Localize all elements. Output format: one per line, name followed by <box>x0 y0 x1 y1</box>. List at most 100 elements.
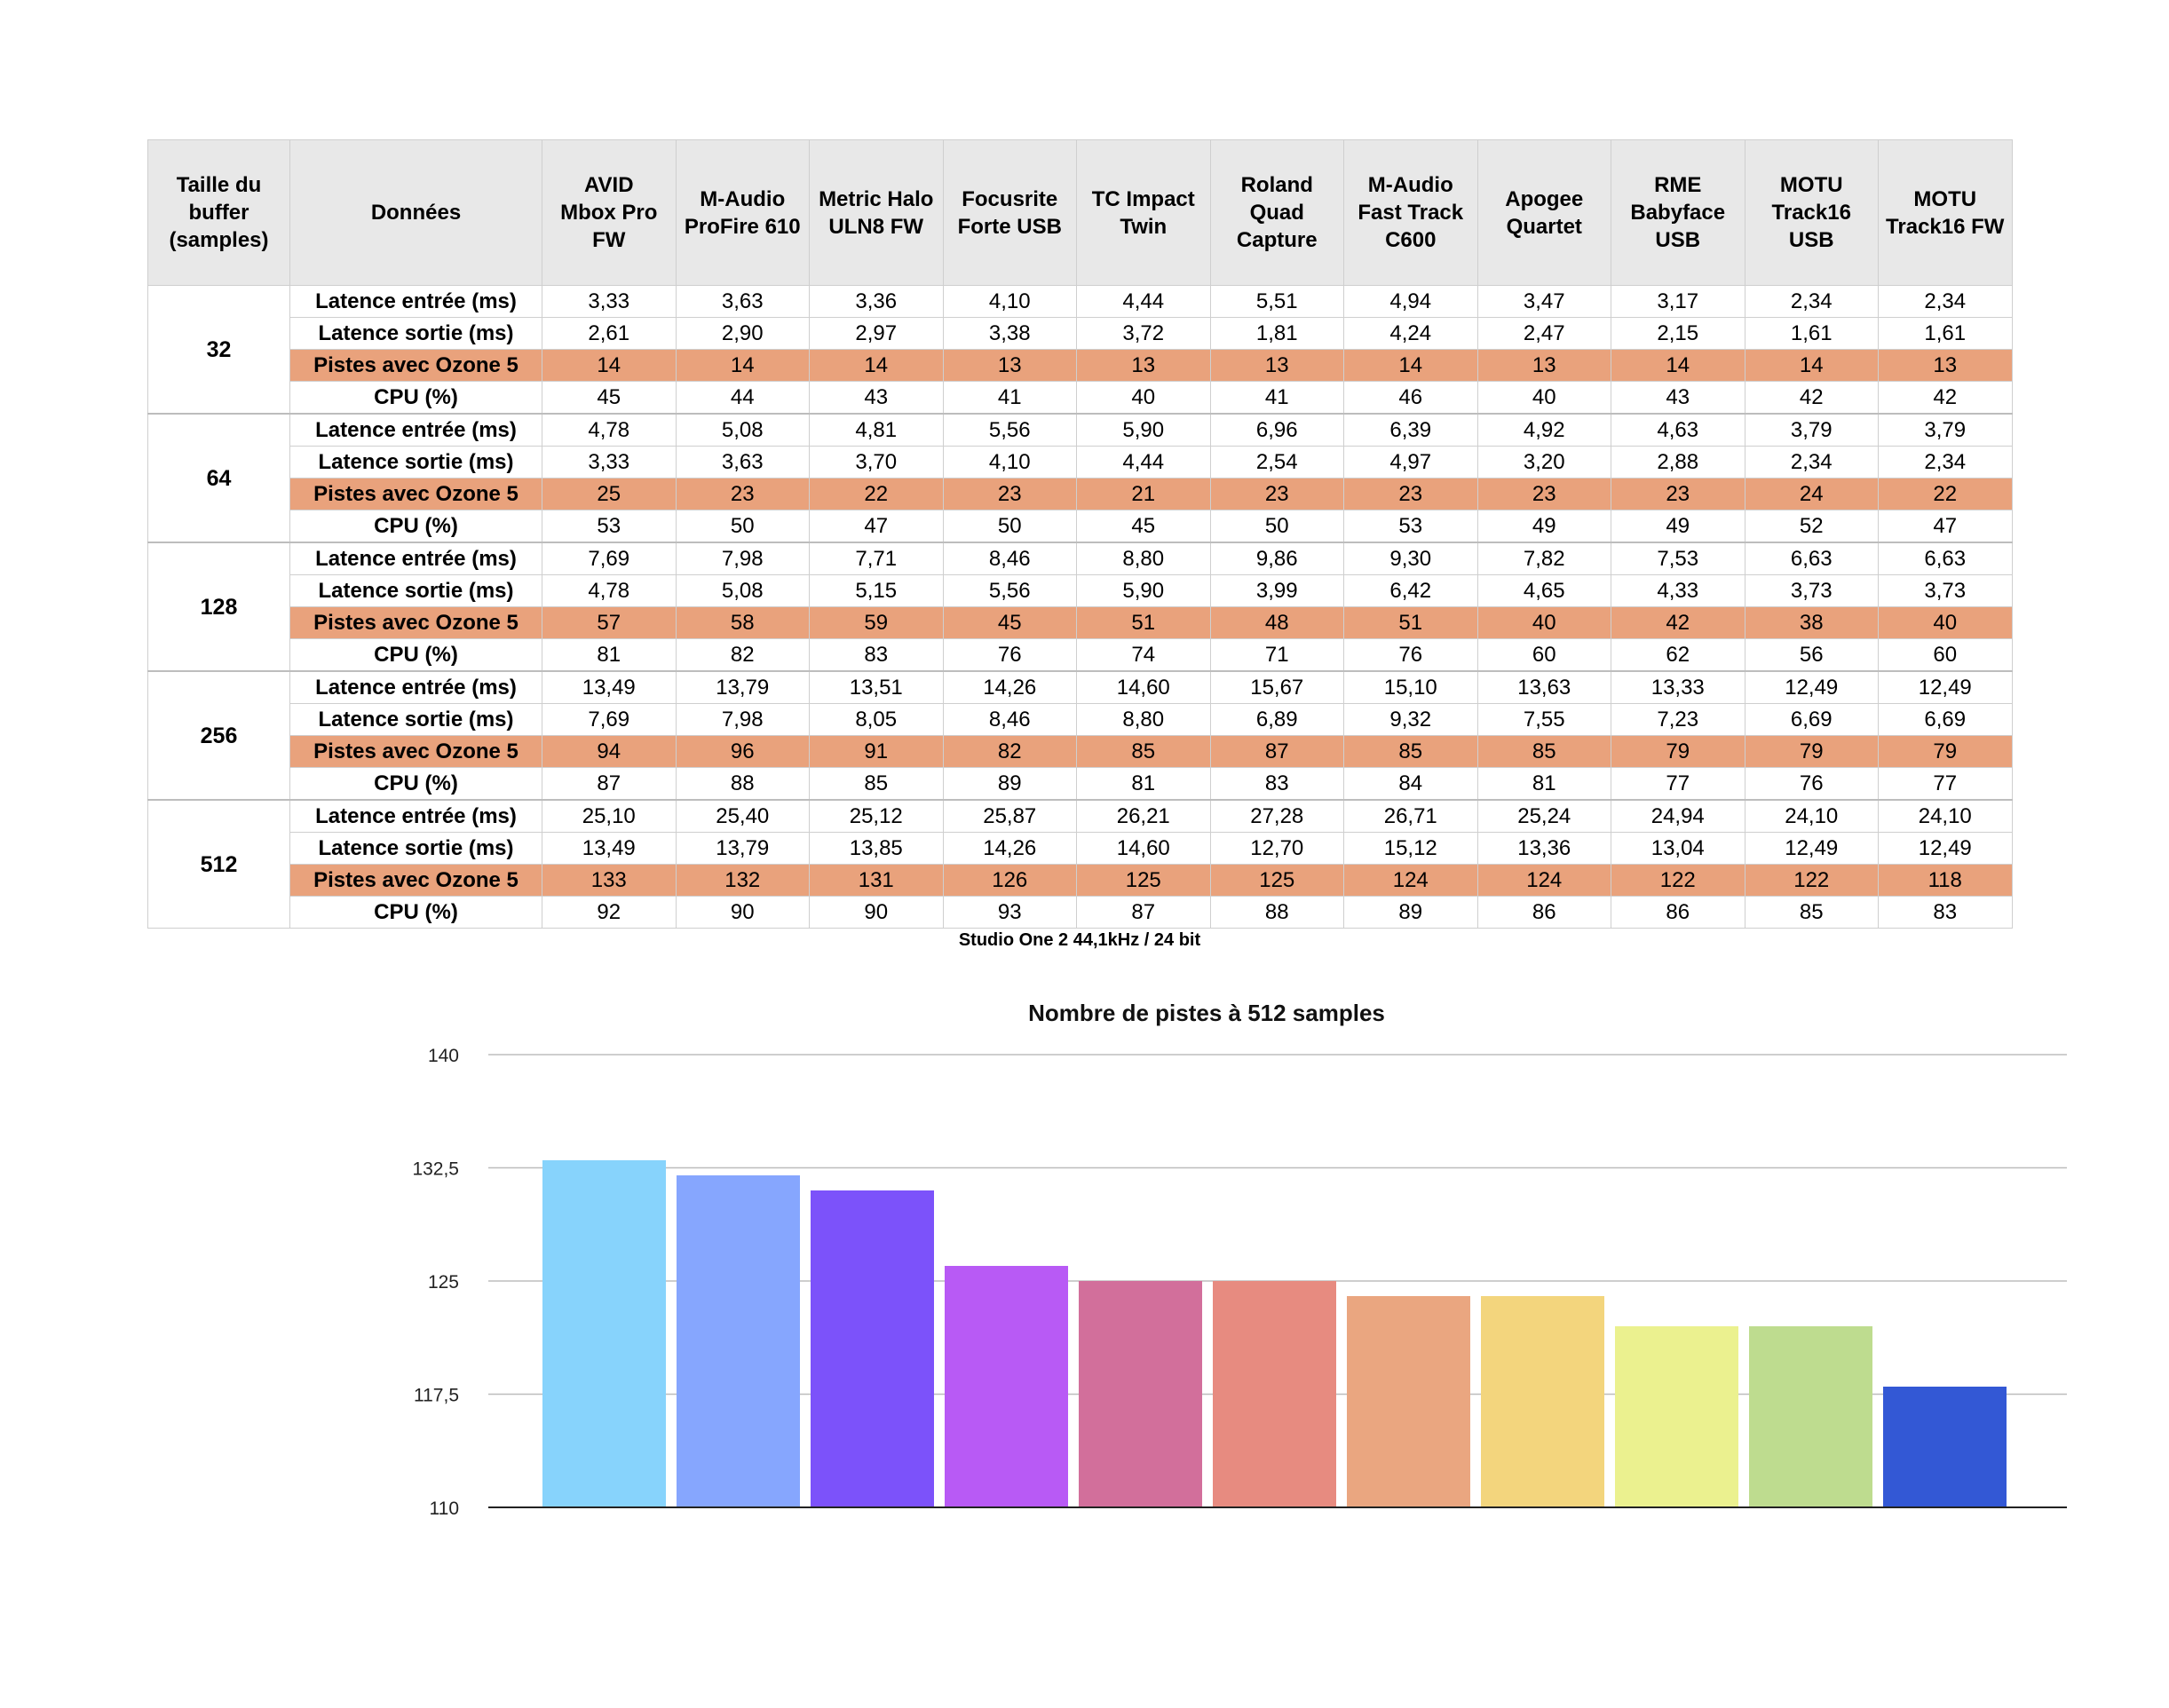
value-cell: 131 <box>809 864 944 897</box>
value-cell: 3,47 <box>1476 285 1611 318</box>
value-cell: 3,63 <box>675 285 810 318</box>
value-cell: 51 <box>1343 606 1478 639</box>
value-cell: 4,94 <box>1343 285 1478 318</box>
metric-label: Latence sortie (ms) <box>289 446 542 478</box>
value-cell: 76 <box>942 638 1077 672</box>
value-cell: 60 <box>1878 638 2013 672</box>
metric-label: Pistes avec Ozone 5 <box>289 864 542 897</box>
value-cell: 40 <box>1476 606 1611 639</box>
value-cell: 76 <box>1343 638 1478 672</box>
value-cell: 57 <box>542 606 677 639</box>
value-cell: 9,86 <box>1209 542 1344 575</box>
value-cell: 41 <box>942 381 1077 415</box>
y-tick-label: 110 <box>430 1498 459 1519</box>
table-row: Pistes avec Ozone 5 133 132 131 126 125 125 124… <box>148 864 2013 897</box>
value-cell: 85 <box>809 767 944 801</box>
value-cell: 43 <box>1611 381 1745 415</box>
value-cell: 40 <box>1076 381 1211 415</box>
value-cell: 7,69 <box>542 542 677 575</box>
metric-label: Latence sortie (ms) <box>289 703 542 736</box>
value-cell: 5,90 <box>1076 574 1211 607</box>
buffer-size-header: Taille du buffer (samples) <box>147 139 290 286</box>
value-cell: 6,69 <box>1878 703 2013 736</box>
value-cell: 24,10 <box>1744 799 1879 833</box>
value-cell: 53 <box>542 510 677 543</box>
value-cell: 15,67 <box>1209 670 1344 704</box>
device-header: Apogee Quartet <box>1476 139 1611 286</box>
metric-label: Latence entrée (ms) <box>289 670 542 704</box>
value-cell: 2,97 <box>809 317 944 350</box>
device-header: M-Audio ProFire 610 <box>675 139 810 286</box>
value-cell: 74 <box>1076 638 1211 672</box>
value-cell: 1,61 <box>1744 317 1879 350</box>
device-header: TC Impact Twin <box>1076 139 1211 286</box>
value-cell: 3,99 <box>1209 574 1344 607</box>
value-cell: 6,42 <box>1343 574 1478 607</box>
value-cell: 126 <box>942 864 1077 897</box>
chart-title: Nombre de pistes à 512 samples <box>1028 1000 1385 1026</box>
value-cell: 45 <box>542 381 677 415</box>
table-row: Pistes avec Ozone 5 25 23 22 23 21 23 23 23 23 24 2… <box>148 478 2013 510</box>
value-cell: 3,73 <box>1744 574 1879 607</box>
value-cell: 3,33 <box>542 285 677 318</box>
value-cell: 2,34 <box>1878 446 2013 478</box>
value-cell: 7,23 <box>1611 703 1745 736</box>
value-cell: 41 <box>1209 381 1344 415</box>
value-cell: 3,79 <box>1744 413 1879 447</box>
value-cell: 12,49 <box>1878 670 2013 704</box>
value-cell: 118 <box>1878 864 2013 897</box>
value-cell: 25,87 <box>942 799 1077 833</box>
value-cell: 13,63 <box>1476 670 1611 704</box>
value-cell: 122 <box>1611 864 1745 897</box>
value-cell: 90 <box>809 896 944 929</box>
table-row: 128 Latence entrée (ms) 7,69 7,98 7,71 8,46 8,… <box>147 542 2013 672</box>
value-cell: 79 <box>1744 735 1879 768</box>
value-cell: 24,94 <box>1611 799 1745 833</box>
value-cell: 6,39 <box>1343 413 1478 447</box>
y-tick-label: 140 <box>428 1046 459 1066</box>
value-cell: 2,54 <box>1209 446 1344 478</box>
value-cell: 82 <box>675 638 810 672</box>
value-cell: 14 <box>1343 349 1478 382</box>
value-cell: 47 <box>809 510 944 543</box>
value-cell: 6,89 <box>1209 703 1344 736</box>
value-cell: 13 <box>1076 349 1211 382</box>
value-cell: 2,47 <box>1476 317 1611 350</box>
table-body: 32 Latence entrée (ms) 3,33 3,63 3,36 4,10 4,4… <box>147 285 2013 929</box>
value-cell: 5,15 <box>809 574 944 607</box>
value-cell: 79 <box>1878 735 2013 768</box>
value-cell: 79 <box>1611 735 1745 768</box>
value-cell: 13 <box>1878 349 2013 382</box>
buffer-size-cell: 64 <box>147 413 290 543</box>
device-header: RME Babyface USB <box>1611 139 1745 286</box>
metric-label: CPU (%) <box>289 638 542 672</box>
value-cell: 50 <box>1209 510 1344 543</box>
value-cell: 15,12 <box>1343 832 1478 865</box>
value-cell: 7,71 <box>809 542 944 575</box>
value-cell: 21 <box>1076 478 1211 510</box>
bar <box>1079 1281 1202 1507</box>
value-cell: 5,08 <box>675 574 810 607</box>
value-cell: 23 <box>1611 478 1745 510</box>
value-cell: 85 <box>1076 735 1211 768</box>
value-cell: 12,49 <box>1878 832 2013 865</box>
table-row: Latence sortie (ms) 3,33 3,63 3,70 4,10 4,44 2… <box>148 446 2013 478</box>
value-cell: 27,28 <box>1209 799 1344 833</box>
bar <box>1615 1326 1738 1507</box>
buffer-size-cell: 256 <box>147 670 290 801</box>
results-table-container: Taille du buffer (samples) Données AVID … <box>147 139 2013 929</box>
value-cell: 50 <box>675 510 810 543</box>
value-cell: 6,63 <box>1878 542 2013 575</box>
value-cell: 87 <box>1076 896 1211 929</box>
value-cell: 13 <box>1209 349 1344 382</box>
value-cell: 13,79 <box>675 832 810 865</box>
device-header: M-Audio Fast Track C600 <box>1343 139 1478 286</box>
value-cell: 14 <box>542 349 677 382</box>
value-cell: 12,49 <box>1744 670 1879 704</box>
device-header: MOTU Track16 USB <box>1744 139 1879 286</box>
value-cell: 81 <box>1476 767 1611 801</box>
value-cell: 2,90 <box>675 317 810 350</box>
value-cell: 2,88 <box>1611 446 1745 478</box>
value-cell: 7,55 <box>1476 703 1611 736</box>
value-cell: 50 <box>942 510 1077 543</box>
